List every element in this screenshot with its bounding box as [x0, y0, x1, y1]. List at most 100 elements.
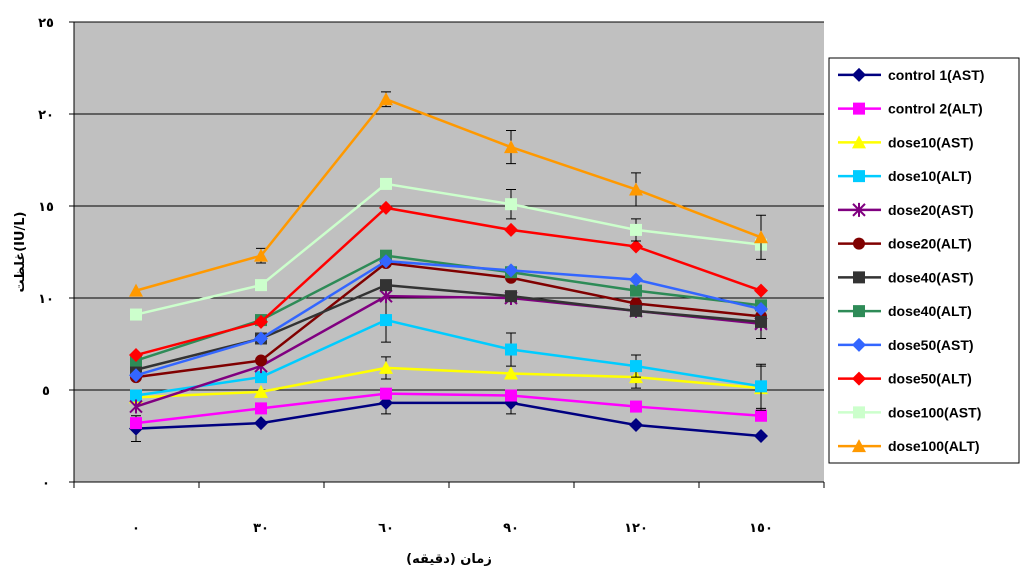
data-point: [255, 371, 267, 384]
series-line: [135, 392, 762, 425]
y-axis: ٠ ٥ ١٠ ١٥ ٢٠ ٢٥: [38, 16, 74, 491]
data-point: [129, 283, 143, 297]
data-point: [505, 290, 517, 303]
legend-item: dose10(AST): [838, 134, 974, 150]
data-point: [379, 92, 393, 106]
series-0: [129, 391, 768, 443]
data-point: [504, 263, 518, 278]
legend-label: dose50(AST): [888, 337, 974, 353]
series-line: [135, 97, 762, 292]
y-axis-title: غلظت(IU/L): [13, 212, 28, 293]
legend-item: dose40(ALT): [838, 303, 972, 319]
data-point: [130, 389, 142, 402]
y-tick-label: ١٠: [38, 292, 54, 307]
data-point: [505, 198, 517, 211]
data-point: [505, 389, 517, 402]
x-tick-label: ٩٠: [503, 521, 519, 536]
legend-marker: [853, 102, 865, 115]
legend-item: dose100(AST): [838, 404, 981, 420]
data-point: [504, 140, 518, 154]
series-9: [129, 200, 768, 363]
data-point: [379, 200, 393, 215]
data-point: [254, 314, 268, 329]
legend-marker: [852, 371, 866, 386]
y-tick-label: ١٥: [38, 200, 54, 215]
legend-label: dose10(AST): [888, 134, 974, 150]
series-line: [135, 261, 762, 379]
legend-marker: [852, 135, 866, 149]
data-point: [129, 399, 143, 414]
x-tick-label: ٦٠: [378, 521, 394, 536]
series-3: [130, 297, 767, 409]
data-point: [379, 254, 393, 269]
data-point: [254, 248, 268, 262]
legend-item: dose20(AST): [838, 202, 974, 218]
legend-box: [828, 57, 1020, 464]
legend-marker: [852, 439, 866, 453]
legend: control 1(AST) control 2(ALT) dose10(AST) d…: [828, 57, 1020, 464]
data-point: [504, 222, 518, 237]
data-point: [629, 182, 643, 196]
data-point: [255, 402, 267, 415]
x-tick-label: ١٥٠: [749, 521, 773, 536]
data-point: [755, 409, 767, 422]
data-point: [129, 368, 143, 383]
series-line: [135, 182, 762, 316]
legend-label: dose10(ALT): [888, 168, 972, 184]
legend-marker: [852, 337, 866, 352]
data-point: [254, 331, 268, 346]
legend-marker: [853, 170, 865, 183]
x-tick-label: ١٢٠: [624, 521, 648, 536]
data-point: [380, 177, 392, 190]
legend-item: dose40(AST): [838, 269, 974, 285]
legend-label: dose50(ALT): [888, 371, 972, 387]
data-point: [755, 380, 767, 393]
legend-label: dose40(AST): [888, 269, 974, 285]
data-point: [380, 387, 392, 400]
legend-marker: [853, 237, 865, 250]
legend-marker: [852, 67, 866, 82]
data-point: [754, 230, 768, 244]
x-tick-label: ٣٠: [253, 521, 269, 536]
y-tick-label: ٠: [42, 476, 50, 491]
legend-item: dose50(AST): [838, 337, 974, 353]
data-point: [255, 279, 267, 292]
data-point: [754, 302, 768, 317]
legend-label: control 1(AST): [888, 67, 984, 83]
legend-marker: [853, 406, 865, 419]
legend-label: dose20(ALT): [888, 236, 972, 252]
data-point: [130, 308, 142, 321]
x-axis: ٠ ٣٠ ٦٠ ٩٠ ١٢٠ ١٥٠: [73, 482, 825, 536]
legend-marker: [853, 305, 865, 318]
legend-item: dose50(ALT): [838, 371, 972, 387]
series-1: [130, 387, 767, 430]
data-point: [129, 348, 143, 363]
series-8: [129, 254, 768, 383]
legend-item: dose20(ALT): [838, 236, 972, 252]
legend-item: control 2(ALT): [838, 101, 983, 117]
series-line: [135, 366, 762, 399]
data-point: [630, 400, 642, 413]
data-point: [504, 366, 518, 380]
legend-item: dose10(ALT): [838, 168, 972, 184]
y-tick-label: ٢٠: [38, 108, 54, 123]
series-line: [135, 318, 762, 397]
data-point: [629, 272, 643, 287]
y-tick-label: ٢٥: [38, 16, 54, 31]
y-tick-label: ٥: [42, 384, 50, 399]
data-point: [379, 360, 393, 374]
data-point: [629, 417, 643, 432]
legend-label: dose20(AST): [888, 202, 974, 218]
data-point: [630, 223, 642, 236]
data-point: [630, 284, 642, 297]
x-axis-title: زمان (دقيقه): [406, 552, 492, 567]
data-point: [629, 239, 643, 254]
plot-background: [74, 22, 824, 482]
series-line: [135, 401, 762, 438]
data-point: [255, 354, 267, 367]
data-point: [630, 304, 642, 317]
legend-item: control 1(AST): [838, 67, 984, 83]
x-tick-label: ٠: [132, 521, 140, 536]
series-10: [130, 177, 767, 321]
